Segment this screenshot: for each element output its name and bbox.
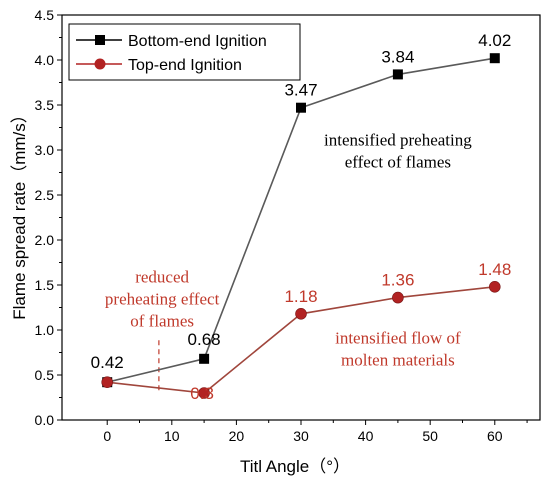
data-point-top-end	[295, 307, 307, 320]
annotation-line: intensified preheating	[324, 131, 472, 150]
y-axis-label: Flame spread rate（mm/s）	[10, 106, 29, 320]
data-label-top-end: 1.36	[381, 271, 414, 290]
data-point-top-end	[101, 376, 114, 389]
y-tick-label: 4.0	[35, 52, 55, 68]
data-point-bottom-end	[392, 69, 403, 80]
data-label-top-end: 0.3	[190, 384, 214, 403]
data-label-bottom-end: 3.84	[381, 47, 414, 66]
series-top-end	[101, 280, 501, 399]
y-tick-label: 1.5	[35, 277, 55, 293]
data-point-top-end	[392, 291, 404, 304]
x-tick-label: 20	[229, 428, 245, 444]
legend-label-top-end: Top-end Ignition	[128, 57, 242, 74]
data-label-bottom-end: 3.47	[284, 81, 317, 100]
series-layer	[101, 53, 501, 399]
data-point-bottom-end	[199, 353, 210, 364]
data-label-bottom-end: 0.42	[91, 353, 124, 372]
legend-item-bottom-end: Bottom-end Ignition	[76, 33, 267, 50]
annotation-2: intensified flow of molten materials	[335, 329, 461, 370]
annotation-line: intensified flow of	[335, 329, 461, 348]
data-point-top-end	[488, 280, 501, 293]
legend-label-bottom-end: Bottom-end Ignition	[128, 33, 267, 50]
annotation-1: reduced preheating effect of flames	[105, 267, 220, 330]
axes-layer: 0 10 20 30 40 50 60 0.0 0.5 1.0 1.5 2.0 2.5 3.0 3.5 4.0…	[35, 7, 528, 444]
legend-item-top-end: Top-end Ignition	[76, 57, 242, 74]
x-axis-label: Titl Angle（°）	[240, 457, 350, 476]
legend-marker-bottom-end	[95, 35, 105, 45]
data-label-bottom-end: 4.02	[478, 31, 511, 50]
y-tick-label: 4.5	[35, 7, 55, 23]
legend-box	[68, 23, 301, 81]
annotation-line: molten materials	[341, 351, 455, 370]
y-tick-label: 2.5	[35, 187, 55, 203]
annotation-line: effect of flames	[345, 153, 451, 172]
y-tick-label: 2.0	[35, 232, 55, 248]
y-tick-label: 1.0	[35, 322, 55, 338]
y-tick-label: 3.5	[35, 97, 55, 113]
y-tick-label: 3.0	[35, 142, 55, 158]
y-tick-label: 0.0	[35, 412, 55, 428]
legend: Bottom-end Ignition Top-end Ignition	[68, 23, 301, 81]
annotation-line: preheating effect	[105, 289, 220, 308]
x-tick-label: 0	[103, 428, 111, 444]
data-label-bottom-end: 0.68	[188, 330, 221, 349]
annotation-0: intensified preheating effect of flames	[324, 131, 472, 172]
data-point-bottom-end	[296, 102, 306, 113]
annotation-line: reduced	[135, 267, 189, 286]
x-tick-label: 30	[293, 428, 309, 444]
annotation-layer: 0.42 0.68 3.47 3.84 4.02 0.3 1.18 1.36 1.48 inten…	[91, 31, 512, 403]
y-tick-label: 0.5	[35, 367, 55, 383]
x-tick-label: 60	[487, 428, 503, 444]
data-label-top-end: 1.48	[478, 260, 511, 279]
data-label-top-end: 1.18	[284, 287, 317, 306]
legend-marker-top-end	[94, 58, 106, 70]
x-tick-label: 10	[164, 428, 180, 444]
annotation-line: of flames	[130, 311, 194, 330]
x-tick-label: 40	[358, 428, 374, 444]
x-tick-label: 50	[422, 428, 438, 444]
data-point-bottom-end	[489, 53, 500, 64]
data-point-top-end	[198, 387, 210, 399]
